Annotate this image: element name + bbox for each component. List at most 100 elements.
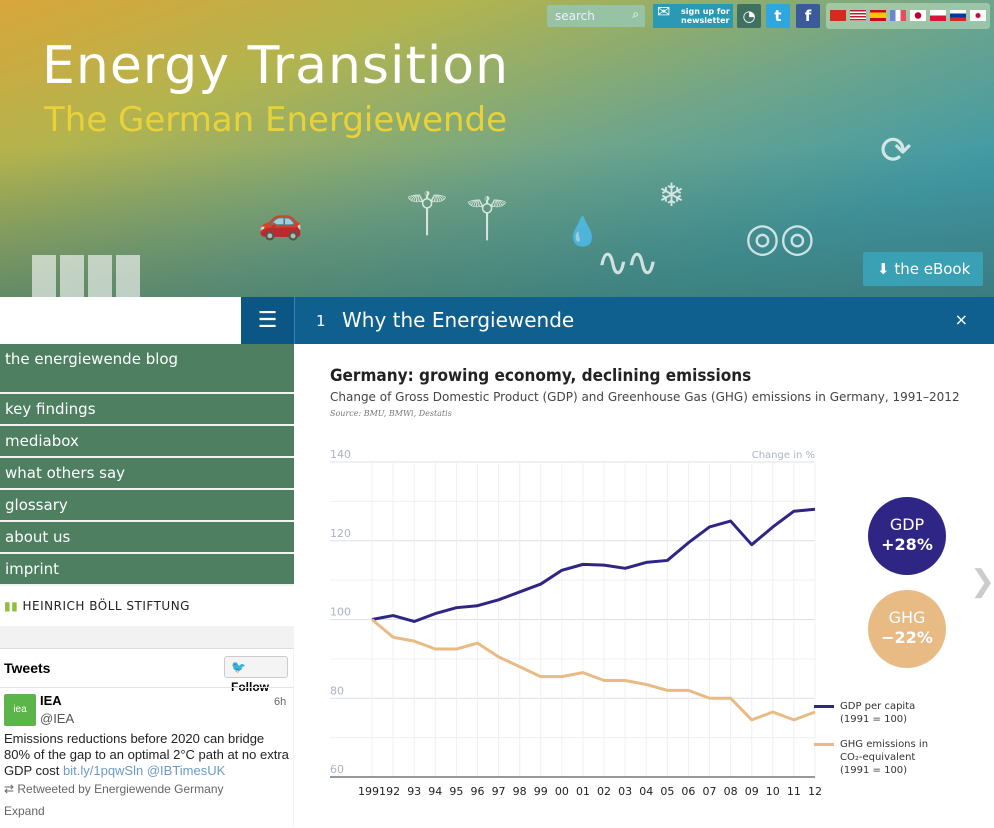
x-tick-label: 93 (407, 785, 421, 798)
x-tick-label: 01 (576, 785, 590, 798)
x-tick-label: 96 (470, 785, 484, 798)
x-tick-label: 1991 (358, 785, 386, 798)
retweet-info: ⇄ Retweeted by Energiewende Germany (4, 782, 224, 796)
x-tick-label: 11 (787, 785, 801, 798)
tweet-time[interactable]: 6h (274, 696, 286, 708)
legend-gdp: GDP per capita(1991 = 100) (840, 700, 915, 726)
tweet-handle[interactable]: @IEA (40, 711, 74, 726)
sidebar-item-label: the energiewende blog (5, 350, 178, 368)
x-tick-label: 12 (808, 785, 822, 798)
site-subtitle: The German Energiewende (44, 100, 507, 140)
sidebar-item-glossary[interactable]: glossary (0, 490, 294, 520)
y-axis-label: Change in % (752, 450, 815, 461)
badge-value: +28% (881, 535, 933, 554)
x-tick-label: 98 (513, 785, 527, 798)
download-icon: ⬇ (877, 260, 894, 278)
legend-swatch (814, 743, 834, 746)
search-input[interactable]: search⌕ (547, 5, 645, 27)
sidebar-item-mediabox[interactable]: mediabox (0, 426, 294, 456)
twitter-bird-icon: 🐦 (231, 660, 246, 674)
flag-us-icon[interactable] (850, 10, 866, 21)
site-title[interactable]: Energy Transition (42, 36, 509, 96)
wind-turbine-icon: ⚚ (400, 180, 454, 250)
tweet-link[interactable]: bit.ly/1pqwSln @IBTimesUK (63, 763, 225, 778)
x-tick-label: 10 (766, 785, 780, 798)
tweets-heading: Tweets (4, 660, 50, 676)
x-tick-label: 94 (428, 785, 442, 798)
flag-es-icon[interactable] (870, 10, 886, 21)
rss-icon[interactable]: ◔ (737, 4, 761, 28)
x-tick-label: 08 (724, 785, 738, 798)
tweet-text: Emissions reductions before 2020 can bri… (4, 731, 289, 779)
twitter-widget: Tweets 🐦 Follow iea IEA @IEA 6h Emission… (0, 648, 293, 828)
badge-label: GDP (868, 515, 946, 535)
legend-label: CO₂-equivalent (840, 751, 928, 764)
x-tick-label: 99 (534, 785, 548, 798)
x-tick-label: 03 (618, 785, 632, 798)
series-line-gdp (372, 509, 815, 621)
y-tick-label: 100 (330, 606, 351, 619)
car-icon: 🚗 (258, 200, 303, 242)
x-tick-label: 06 (681, 785, 695, 798)
chart-panel: Germany: growing economy, declining emis… (294, 344, 994, 827)
x-tick-label: 97 (492, 785, 506, 798)
facebook-icon[interactable]: f (796, 4, 820, 28)
y-tick-label: 60 (330, 763, 344, 776)
x-tick-label: 92 (386, 785, 400, 798)
x-tick-label: 00 (555, 785, 569, 798)
wave-icon: ∿∿ (596, 240, 655, 286)
flag-ru-icon[interactable] (950, 10, 966, 21)
expand-link[interactable]: Expand (4, 804, 45, 818)
sidebar-item-what-others-say[interactable]: what others say (0, 458, 294, 488)
sidebar: the energiewende blog key findings media… (0, 344, 294, 827)
next-arrow-icon[interactable]: ❯ (970, 564, 994, 599)
snowflake-icon: ❄ (658, 176, 685, 214)
x-tick-label: 02 (597, 785, 611, 798)
gdp-badge: GDP+28% (868, 497, 946, 575)
newsletter-label: sign up for (681, 7, 733, 16)
flag-jp-icon[interactable] (910, 10, 926, 21)
flag-kr-icon[interactable] (970, 10, 986, 21)
close-icon[interactable]: × (955, 310, 968, 329)
legend-label: (1991 = 100) (840, 764, 928, 777)
y-tick-label: 80 (330, 684, 344, 697)
x-tick-label: 09 (745, 785, 759, 798)
flag-cn-icon[interactable] (830, 10, 846, 21)
x-tick-label: 04 (639, 785, 653, 798)
home-cycle-icon: ⟳ (880, 128, 912, 172)
flag-fr-icon[interactable] (890, 10, 906, 21)
chapter-number: 1 (316, 312, 326, 330)
series-line-ghg (372, 620, 815, 720)
sidebar-item-blog[interactable]: the energiewende blog (0, 344, 294, 392)
sidebar-item-imprint[interactable]: imprint (0, 554, 294, 584)
sidebar-item-about-us[interactable]: about us (0, 522, 294, 552)
legend-label: GDP per capita (840, 700, 915, 713)
badge-label: GHG (868, 608, 946, 628)
x-tick-label: 07 (703, 785, 717, 798)
legend-label: GHG emissions in (840, 738, 928, 751)
boell-logo-icon: ▮▮ (4, 599, 23, 613)
follow-button[interactable]: 🐦 Follow (224, 656, 288, 678)
chapter-bar: ☰ 1 Why the Energiewende × (241, 297, 994, 344)
header-banner: Energy Transition The German Energiewend… (0, 0, 994, 297)
biomass-icon: ◎◎ (745, 215, 815, 261)
wind-turbine-icon: ⚚ (460, 185, 514, 255)
flag-pl-icon[interactable] (930, 10, 946, 21)
solar-panel-icon (32, 255, 144, 297)
sponsor-name: HEINRICH BÖLL STIFTUNG (23, 599, 190, 613)
ghg-badge: GHG−22% (868, 590, 946, 668)
ebook-download-button[interactable]: ⬇ the eBook (863, 252, 983, 286)
tweet-author[interactable]: IEA (40, 693, 62, 708)
x-tick-label: 95 (449, 785, 463, 798)
retweet-icon: ⇄ (4, 782, 17, 796)
twitter-icon[interactable]: t (766, 4, 790, 28)
x-tick-label: 05 (660, 785, 674, 798)
sidebar-item-key-findings[interactable]: key findings (0, 394, 294, 424)
divider (0, 687, 293, 688)
retweet-label: Retweeted by Energiewende Germany (17, 782, 223, 796)
menu-list-icon[interactable]: ☰ (241, 297, 295, 344)
sponsor-logo[interactable]: ▮▮ HEINRICH BÖLL STIFTUNG (0, 586, 294, 626)
avatar[interactable]: iea (4, 694, 36, 726)
